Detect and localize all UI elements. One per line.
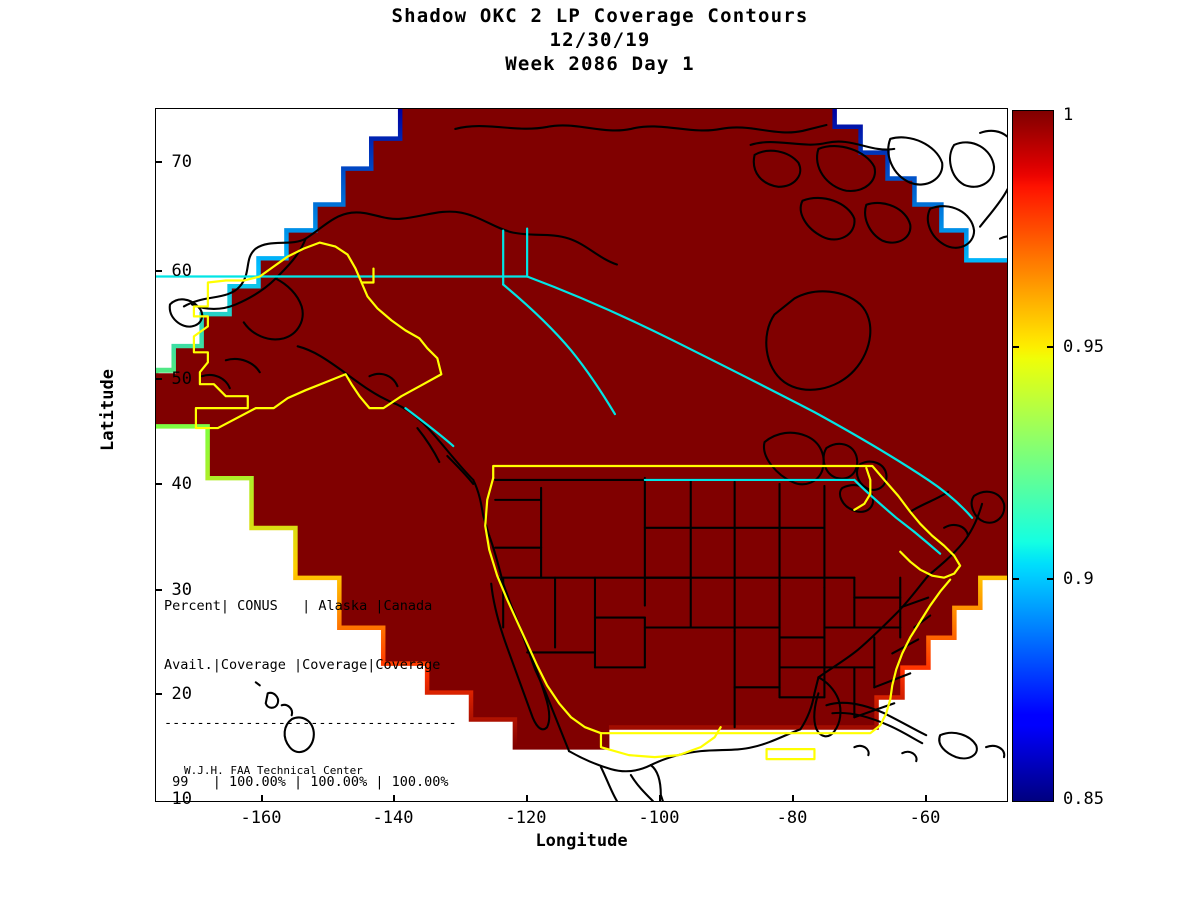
credit-block: W.J.H. FAA Technical Center WAAS Test Te… [184,736,363,801]
plot-title: Shadow OKC 2 LP Coverage Contours 12/30/… [0,4,1200,76]
ytick-label: 50 [171,369,192,389]
title-line-2: 12/30/19 [549,29,651,51]
canada-boundary [156,227,974,555]
credit-line-1: W.J.H. FAA Technical Center [184,764,363,777]
table-separator: ------------------------------------ [164,715,457,731]
ytick-mark [155,161,162,163]
ytick-label: 20 [171,684,192,704]
colorbar-tick-mark [1012,346,1019,348]
xtick-mark [526,795,528,802]
xtick-mark [393,795,395,802]
table-header-row-2: Avail.|Coverage |Coverage|Coverage [164,656,441,673]
colorbar-tick-label: 0.95 [1063,337,1104,357]
xtick-mark [659,795,661,802]
ytick-mark [155,270,162,272]
ytick-label: 30 [171,580,192,600]
coverage-fringe [156,109,1007,750]
xtick-label: -160 [240,808,282,828]
map-axes: Percent| CONUS | Alaska |Canada Avail.|C… [155,108,1008,802]
table-header-row-1: Percent| CONUS | Alaska |Canada [164,598,433,614]
table-row: 99 | 100.00% | 100.00% | 100.00% [164,773,449,790]
map-canvas [156,109,1007,801]
colorbar-tick-mark [1047,346,1054,348]
coverage-region-fill [156,109,1007,746]
ytick-mark [155,693,162,695]
colorbar-tick-mark [1012,578,1019,580]
title-line-3: Week 2086 Day 1 [505,53,695,75]
colorbar-tick-label: 1 [1063,105,1074,125]
ytick-label: 70 [171,152,192,172]
colorbar-tick-mark [1047,578,1054,580]
xtick-label: -120 [505,808,547,828]
ytick-mark [155,378,162,380]
colorbar-tick-label: 0.9 [1063,569,1094,589]
ylabel-wrapper: Latitude [84,0,118,900]
xtick-label: -100 [638,808,680,828]
ytick-mark [155,589,162,591]
colorbar-tick-label: 0.85 [1063,789,1104,809]
xtick-label: -60 [909,808,941,828]
xtick-label: -80 [776,808,808,828]
xtick-label: -140 [372,808,414,828]
ytick-label: 10 [171,789,192,809]
ytick-label: 40 [171,474,192,494]
conus-service-volume-boundary [192,241,962,761]
colorbar-gradient [1013,111,1053,801]
xtick-mark [261,795,263,802]
colorbar [1012,110,1054,802]
y-axis-label: Latitude [98,369,118,451]
xtick-mark [792,795,794,802]
xtick-mark [925,795,927,802]
title-line-1: Shadow OKC 2 LP Coverage Contours [391,5,809,27]
ytick-label: 60 [171,261,192,281]
ytick-mark [155,483,162,485]
coverage-statistics-table: Percent| CONUS | Alaska |Canada Avail.|C… [164,558,457,801]
x-axis-label: Longitude [535,831,628,851]
